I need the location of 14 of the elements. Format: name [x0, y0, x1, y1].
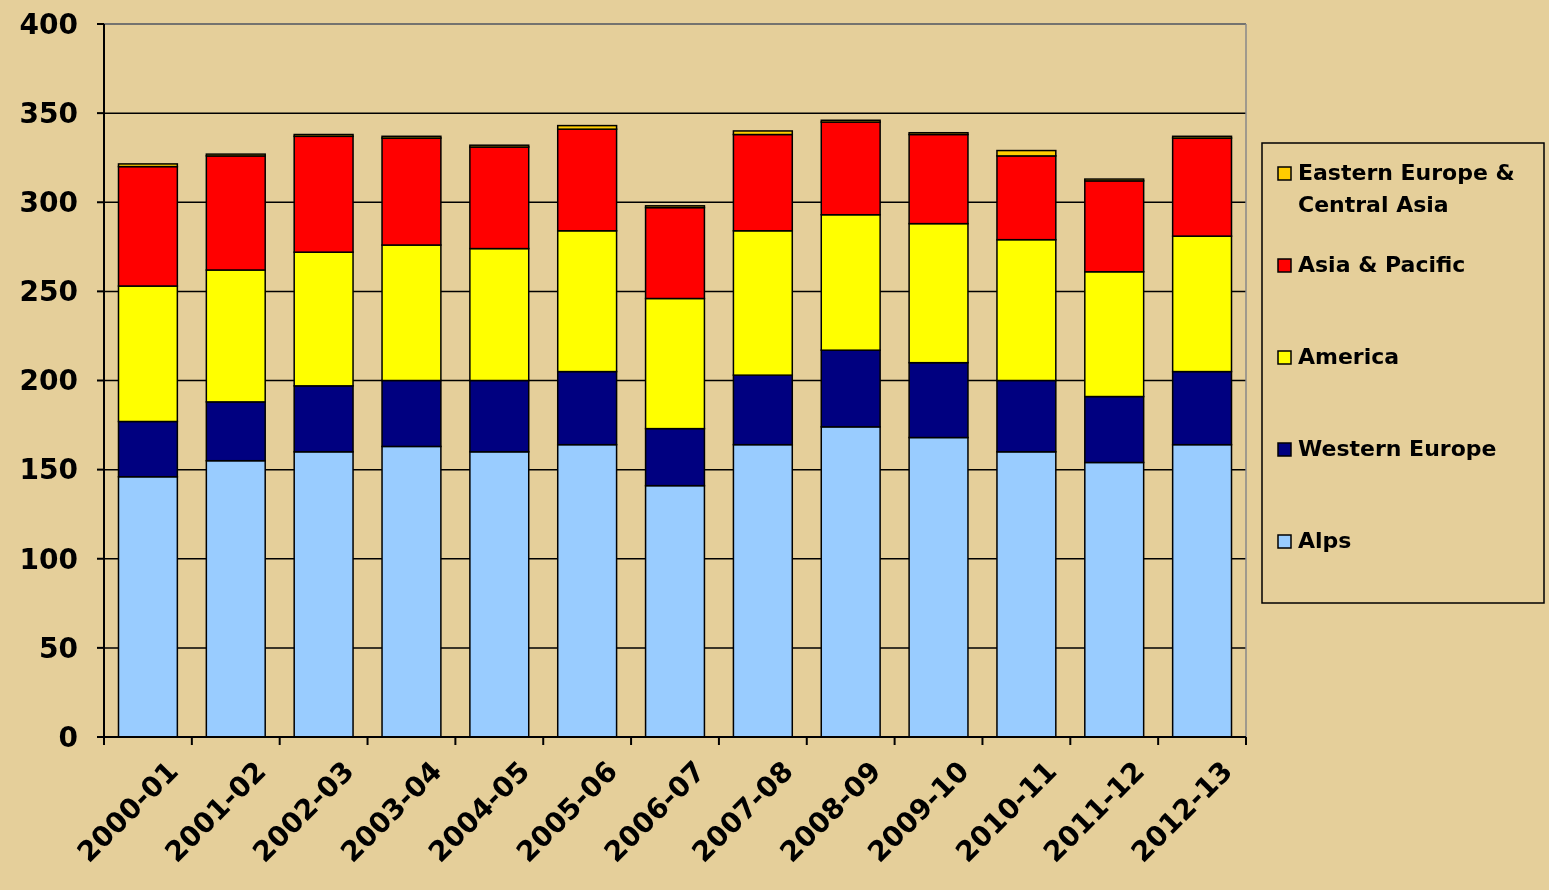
legend-label: Asia & Pacific: [1298, 252, 1466, 277]
y-tick-label: 250: [19, 275, 78, 309]
legend-label: Alps: [1298, 528, 1352, 553]
y-tick-label: 100: [19, 542, 78, 576]
y-tick-label: 300: [19, 186, 78, 220]
y-tick-label: 0: [58, 720, 78, 754]
legend-label: Western Europe: [1298, 436, 1497, 461]
y-tick-label: 400: [19, 7, 78, 41]
y-tick-label: 50: [39, 631, 78, 665]
y-tick-label: 150: [19, 453, 78, 487]
y-tick-label: 200: [19, 364, 78, 398]
legend-label: Eastern Europe & Central Asia: [1298, 160, 1515, 217]
legend-label: America: [1298, 344, 1400, 369]
y-tick-label: 350: [19, 96, 78, 130]
